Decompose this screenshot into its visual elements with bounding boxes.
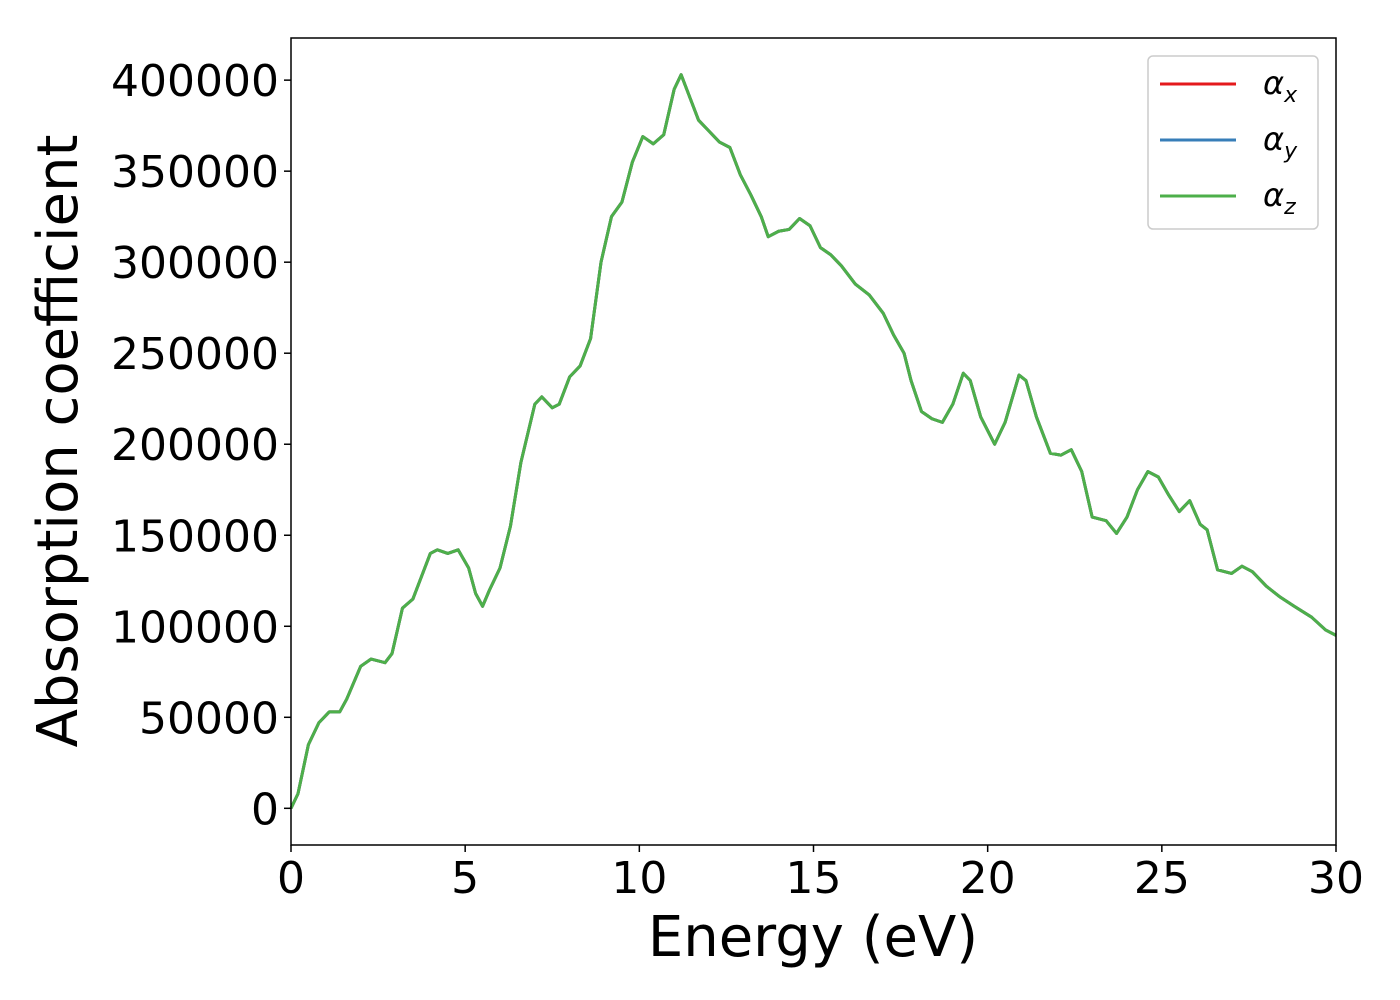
y-tick-label: 50000	[139, 693, 279, 744]
x-tick-label: 10	[611, 853, 667, 904]
y-tick-label: 250000	[111, 329, 279, 380]
data-line	[289, 73, 1337, 809]
y-tick-label: 350000	[111, 147, 279, 198]
y-tick-label: 200000	[111, 420, 279, 471]
y-axis-label: Absorption coefficient	[26, 135, 91, 748]
legend-label: αy	[1263, 120, 1298, 164]
y-tick-label: 0	[251, 784, 279, 835]
x-tick-label: 0	[277, 853, 305, 904]
legend-label: αz	[1263, 176, 1296, 220]
plot-frame	[290, 37, 1337, 846]
y-tick-label: 100000	[111, 602, 279, 653]
y-tick-label: 150000	[111, 511, 279, 562]
x-tick-label: 30	[1308, 853, 1364, 904]
x-tick-label: 25	[1134, 853, 1190, 904]
legend-box	[1147, 55, 1319, 230]
x-tick-label: 15	[786, 853, 842, 904]
x-axis-label: Energy (eV)	[648, 905, 978, 970]
x-tick-label: 5	[451, 853, 479, 904]
y-tick-label: 400000	[111, 56, 279, 107]
legend-label: αx	[1263, 64, 1298, 108]
y-tick-label: 300000	[111, 238, 279, 289]
x-tick-label: 20	[960, 853, 1016, 904]
